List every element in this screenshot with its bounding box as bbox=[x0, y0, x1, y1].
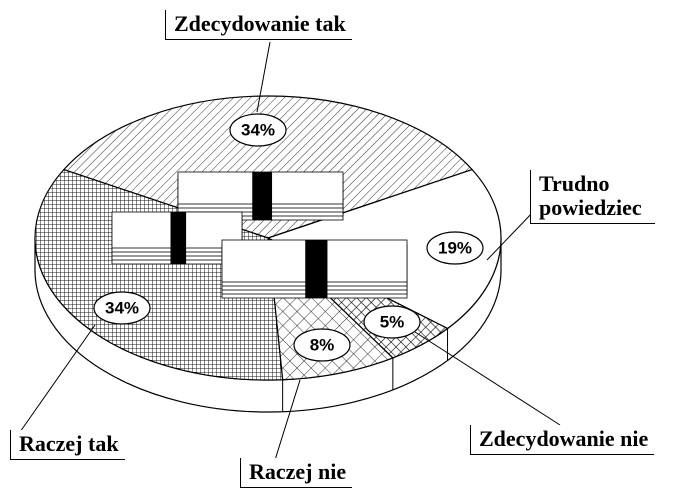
value-label: 8% bbox=[310, 335, 335, 354]
value-label: 19% bbox=[438, 238, 472, 257]
leader-line bbox=[256, 41, 271, 113]
leader-line bbox=[414, 331, 561, 426]
value-label-bg bbox=[363, 305, 421, 339]
value-label: 34% bbox=[105, 298, 139, 317]
money-band bbox=[252, 172, 273, 220]
category-label: Trudno powiedziec bbox=[530, 170, 655, 224]
leader-line bbox=[274, 379, 301, 461]
money-band bbox=[170, 212, 187, 264]
category-label: Zdecydowanie tak bbox=[165, 10, 352, 40]
leader-line bbox=[19, 324, 96, 433]
pie-slice bbox=[62, 95, 474, 239]
category-label: Zdecydowanie nie bbox=[470, 425, 655, 455]
category-label: Raczej nie bbox=[240, 458, 353, 488]
value-label-bg bbox=[93, 291, 151, 325]
leader-line bbox=[486, 209, 536, 261]
category-label: Raczej tak bbox=[10, 430, 125, 460]
value-label: 34% bbox=[241, 120, 275, 139]
value-label-bg bbox=[293, 328, 351, 362]
value-label-bg bbox=[229, 113, 287, 147]
value-label-bg bbox=[426, 231, 484, 265]
value-label: 5% bbox=[380, 312, 405, 331]
money-band bbox=[305, 240, 328, 298]
